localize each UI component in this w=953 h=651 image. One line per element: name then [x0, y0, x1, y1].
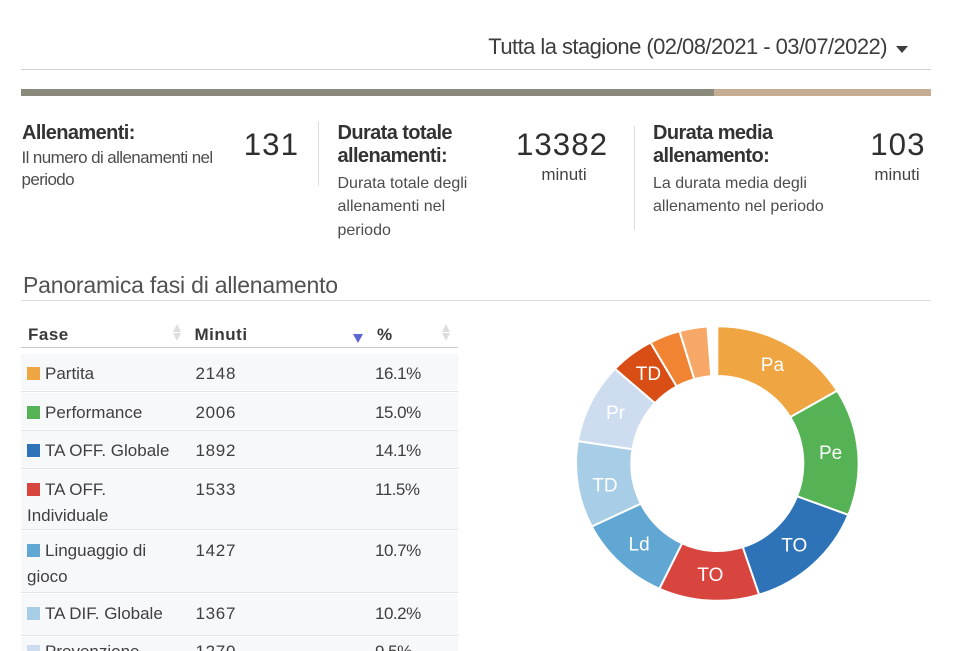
svg-text:Pr: Pr: [606, 403, 626, 424]
svg-text:TD: TD: [592, 475, 617, 496]
svg-text:TD: TD: [636, 364, 661, 385]
svg-text:Pa: Pa: [761, 355, 785, 376]
svg-text:TO: TO: [697, 565, 723, 586]
svg-text:TO: TO: [781, 535, 807, 556]
svg-text:Ld: Ld: [629, 534, 650, 555]
svg-text:Pe: Pe: [819, 443, 842, 464]
